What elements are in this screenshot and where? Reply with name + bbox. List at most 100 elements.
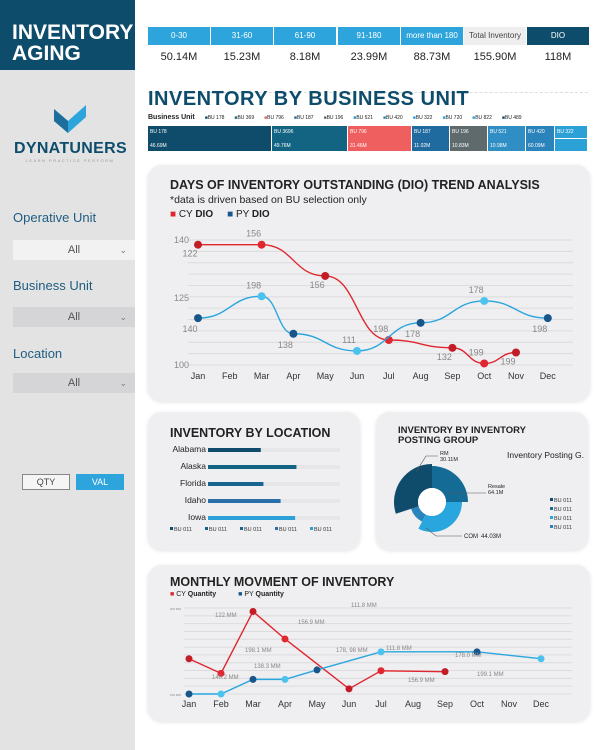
bar[interactable] [208,482,264,486]
data-point[interactable] [217,690,225,698]
data-point[interactable] [480,359,489,368]
data-point[interactable] [257,240,266,249]
legend-item[interactable]: ■BU 187 [293,114,314,121]
x-tick-label: Nov [501,699,518,709]
treemap-tile[interactable] [555,139,587,151]
legend-swatch-icon [310,527,313,530]
legend-item[interactable]: BU 011 [554,525,572,531]
pie-slice[interactable] [411,506,426,522]
kpi-header[interactable]: 31-60 [211,27,273,45]
x-tick-label: Apr [278,699,292,709]
treemap-tile[interactable]: BU 178 46.69M [148,126,271,151]
legend-item[interactable]: BU 011 [174,527,192,533]
bar[interactable] [208,465,297,469]
data-point[interactable] [473,648,481,656]
legend-item[interactable]: ■BU 420 [383,114,403,121]
data-point[interactable] [537,655,545,663]
x-tick-label: Sep [444,371,460,381]
legend-swatch-icon [205,527,208,530]
pie-slice[interactable] [394,464,432,514]
data-point[interactable] [281,675,289,683]
treemap-tile[interactable]: BU 196 10.83M [450,126,487,151]
slice-value: 64.1M [488,490,504,496]
treemap-tile[interactable]: BU 322 [555,126,587,138]
data-point[interactable] [249,607,257,615]
treemap-tile[interactable]: BU 3696 49.76M [272,126,347,151]
data-point[interactable] [480,296,489,305]
data-point[interactable] [313,666,321,674]
legend-item[interactable]: ■BU 322 [412,114,433,121]
operative-unit-select[interactable]: All ⌄ [13,240,135,260]
treemap-tile[interactable]: BU 187 11.02M [412,126,449,151]
data-point[interactable] [289,329,298,338]
data-point[interactable] [345,685,353,693]
data-point[interactable] [281,635,289,643]
legend-item[interactable]: ■BU 796 [264,114,284,121]
legend-item[interactable]: ■BU 521 [353,114,373,121]
data-point[interactable] [249,675,257,683]
legend-item[interactable]: ■BU 369 [234,114,255,121]
bar[interactable] [208,516,296,520]
legend-item[interactable]: BU 011 [314,527,332,533]
data-point[interactable] [448,343,457,352]
bar[interactable] [208,499,281,503]
data-point[interactable] [257,292,266,301]
data-point[interactable] [377,667,385,675]
data-point[interactable] [353,346,361,355]
legend-item[interactable]: ■BU 178 [204,114,225,121]
dio-title: DAYS OF INVENTORY OUTSTANDING (DIO) TREN… [170,178,540,192]
data-point[interactable] [321,271,330,280]
legend-item[interactable]: ■ CY DIO [170,209,214,220]
treemap-tile[interactable]: BU 796 31.46M [348,126,411,151]
x-tick-label: Feb [213,699,229,709]
location-select[interactable]: All ⌄ [13,373,135,393]
val-toggle[interactable]: VAL [76,474,124,490]
legend-item[interactable]: BU 011 [209,527,227,533]
kpi-header[interactable]: more than 180 [401,27,463,45]
data-point[interactable] [416,318,425,327]
y-tick-label: 125 [174,293,189,303]
chevron-down-icon: ⌄ [119,245,127,255]
legend-item[interactable]: ■ PY Quantity [238,591,284,598]
legend-item[interactable]: BU 011 [554,507,572,513]
business-unit-select[interactable]: All ⌄ [13,307,135,327]
data-point[interactable] [217,669,225,677]
data-point[interactable] [512,348,520,357]
legend-item[interactable]: ■BU 489 [501,114,522,121]
data-point[interactable] [377,648,385,656]
bar[interactable] [208,448,261,452]
legend-item[interactable]: ■BU 720 [442,114,463,121]
kpi-header[interactable]: DIO [527,27,589,45]
data-point[interactable] [543,314,552,323]
legend-item[interactable]: ■BU 822 [472,114,492,121]
data-point[interactable] [194,240,202,249]
posting-group-subtitle: Inventory Posting G. [507,450,585,460]
legend-item[interactable]: ■ CY Quantity [170,591,217,598]
data-label: 122.MM [215,613,237,619]
x-tick-label: Jan [191,371,206,381]
kpi-header[interactable]: 61-90 [274,27,336,45]
data-point[interactable] [441,668,449,676]
y-tick-label: 100 MM [170,693,181,697]
treemap-tile[interactable]: BU 521 10.98M [488,126,525,151]
legend-item[interactable]: BU 011 [554,516,572,522]
data-point[interactable] [194,314,202,323]
x-tick-label: Nov [508,371,525,381]
legend-item[interactable]: BU 011 [244,527,262,533]
legend-item[interactable]: BU 011 [279,527,297,533]
legend-swatch-icon [550,525,553,528]
pie-slice[interactable] [418,502,462,532]
legend-swatch-icon: ■ [227,209,234,220]
category-label: Alaska [180,461,206,471]
treemap-tile[interactable]: BU 420 60.09M [526,126,554,151]
qty-toggle[interactable]: QTY [22,474,70,490]
kpi-header[interactable]: 0-30 [148,27,210,45]
data-point[interactable] [185,655,193,663]
kpi-header[interactable]: Total Inventory [464,27,526,45]
data-label: 178.0 MM [455,653,482,659]
legend-item[interactable]: ■ PY DIO [227,209,270,220]
kpi-header[interactable]: 91-180 [338,27,400,45]
legend-item[interactable]: ■BU 196 [323,114,344,121]
data-point[interactable] [185,690,193,698]
legend-item[interactable]: BU 011 [554,498,572,504]
